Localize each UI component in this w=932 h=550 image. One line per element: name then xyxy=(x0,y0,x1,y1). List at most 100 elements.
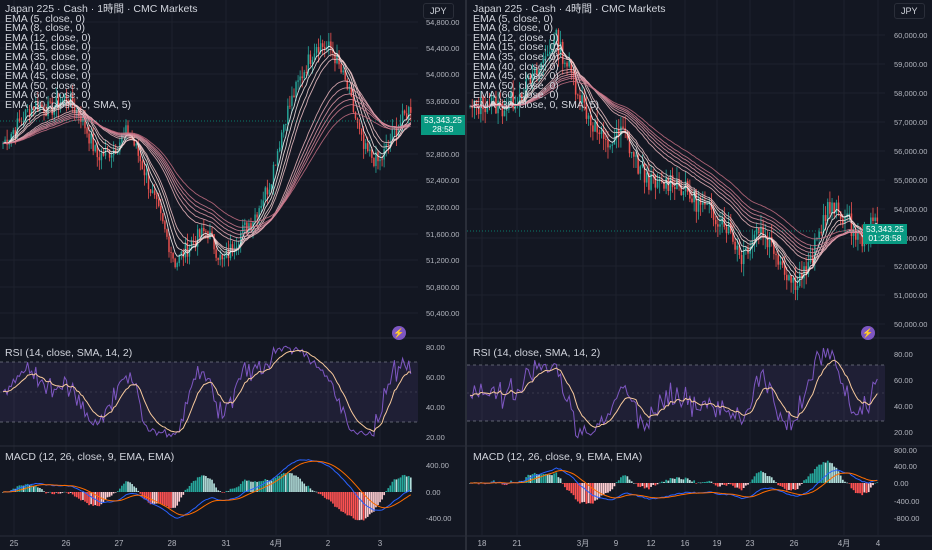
macd-histogram-bar xyxy=(215,487,217,492)
candle-body xyxy=(527,76,530,79)
chart-panel-1h[interactable]: 54,800.0054,400.0054,000.0053,600.0053,2… xyxy=(0,0,465,550)
macd-histogram-bar xyxy=(693,480,696,483)
candle-body xyxy=(704,202,706,205)
macd-histogram-bar xyxy=(162,492,164,505)
macd-histogram-bar xyxy=(178,492,181,502)
chart-panel-4h[interactable]: 60,000.00 59,000.00 58,000.00 57,000.00 56,0… xyxy=(467,0,932,550)
ema-legend-item[interactable]: EMA (15, close, 0) xyxy=(5,41,91,54)
macd-histogram-bar xyxy=(676,477,678,483)
candle-body xyxy=(598,132,601,135)
currency-selector[interactable]: JPY xyxy=(423,3,454,19)
ema-legend-item[interactable]: EMA (12, close, 0) xyxy=(5,31,91,44)
macd-histogram-bar xyxy=(149,492,152,505)
chart-canvas-4h[interactable]: 60,000.00 59,000.00 58,000.00 57,000.00 56,0… xyxy=(467,0,932,550)
macd-tick-label: 400.00 xyxy=(894,462,917,471)
macd-histogram-bar xyxy=(344,492,347,514)
ema-legend-item[interactable]: EMA (60, close, 0) xyxy=(473,89,559,102)
candle-body xyxy=(342,70,344,73)
ema-legend-item[interactable]: EMA (60, close, 0) xyxy=(5,89,91,102)
candle-body xyxy=(360,129,363,135)
ema-legend-item[interactable]: EMA (45, close, 0) xyxy=(5,70,91,83)
candle-body xyxy=(264,187,267,201)
ema-legend-item[interactable]: EMA (8, close, 0) xyxy=(5,22,85,35)
currency-selector[interactable]: JPY xyxy=(894,3,925,19)
macd-legend[interactable]: MACD (12, 26, close, 9, EMA, EMA) xyxy=(473,451,643,463)
ema-legend-item[interactable]: EMA (50, close, 0) xyxy=(5,79,91,92)
macd-histogram-bar xyxy=(287,472,289,492)
macd-histogram-bar xyxy=(826,460,829,483)
ema-legend-item[interactable]: EMA (35, close, 0) xyxy=(5,50,91,63)
candle-body xyxy=(755,228,758,235)
candle-body xyxy=(557,29,560,55)
time-tick-label: 26 xyxy=(62,539,71,548)
candle-body xyxy=(196,229,199,247)
rsi-tick-label: 20.00 xyxy=(426,433,445,442)
candle-body xyxy=(352,95,355,112)
rsi-legend[interactable]: RSI (14, close, SMA, 14, 2) xyxy=(473,347,601,359)
panel-divider[interactable] xyxy=(465,0,467,550)
macd-histogram-bar xyxy=(533,472,536,483)
macd-signal-line xyxy=(2,460,412,516)
candle-body xyxy=(686,181,689,192)
candle-body xyxy=(740,254,743,265)
chart-title: Japan 225 · Cash · 4時間 · CMC Markets xyxy=(473,3,666,15)
ema-legend-item[interactable]: EMA (40, close, 0) xyxy=(5,60,91,73)
macd-histogram-bar xyxy=(643,483,646,489)
ema-legend-item[interactable]: EMA (5, close, 0) xyxy=(5,12,85,25)
candle-body xyxy=(814,239,816,264)
ema-legend-item[interactable]: EMA (30, close, 0, SMA, 5) xyxy=(473,98,600,111)
candle-body xyxy=(854,229,857,240)
lightning-icon[interactable]: ⚡ xyxy=(861,326,875,340)
macd-histogram-bar xyxy=(704,481,706,483)
candle-body xyxy=(669,175,672,191)
macd-histogram-bar xyxy=(164,492,166,506)
macd-histogram-bar xyxy=(315,491,318,493)
ema-legend-item[interactable]: EMA (8, close, 0) xyxy=(473,22,553,35)
chart-canvas-1h[interactable]: 54,800.0054,400.0054,000.0053,600.0053,2… xyxy=(0,0,465,550)
macd-histogram-bar xyxy=(658,482,661,484)
candle-body xyxy=(178,255,180,264)
macd-histogram-bar xyxy=(816,466,818,483)
macd-histogram-bar xyxy=(301,481,304,492)
macd-histogram-bar xyxy=(803,480,805,483)
time-tick-label: 3月 xyxy=(577,539,589,548)
macd-histogram-bar xyxy=(198,476,201,492)
candle-body xyxy=(852,229,855,237)
macd-histogram-bar xyxy=(706,481,708,483)
macd-histogram-bar xyxy=(377,492,379,506)
macd-histogram-bar xyxy=(628,479,631,483)
macd-histogram-bar xyxy=(397,478,400,492)
macd-histogram-bar xyxy=(764,473,767,483)
rsi-legend[interactable]: RSI (14, close, SMA, 14, 2) xyxy=(5,347,133,359)
macd-histogram-bar xyxy=(742,483,745,488)
macd-histogram-bar xyxy=(327,492,330,500)
macd-histogram-bar xyxy=(71,492,74,495)
ema-legend-item[interactable]: EMA (5, close, 0) xyxy=(473,12,553,25)
candle-body xyxy=(521,94,523,101)
ema-legend-item[interactable]: EMA (12, close, 0) xyxy=(473,31,559,44)
candle-body xyxy=(719,224,721,227)
candle-body xyxy=(645,172,648,183)
candle-body xyxy=(205,231,207,232)
ema-legend-item[interactable]: EMA (15, close, 0) xyxy=(473,41,559,54)
ema-legend-item[interactable]: EMA (45, close, 0) xyxy=(473,70,559,83)
macd-histogram-bar xyxy=(585,483,588,504)
candle-body xyxy=(732,232,734,242)
ema-legend-item[interactable]: EMA (30, close, 0, SMA, 5) xyxy=(5,98,132,111)
rsi-tick-label: 60.00 xyxy=(894,376,913,385)
macd-histogram-bar xyxy=(695,483,698,484)
candle-body xyxy=(624,128,626,133)
macd-legend[interactable]: MACD (12, 26, close, 9, EMA, EMA) xyxy=(5,451,175,463)
candle-body xyxy=(490,97,493,107)
lightning-icon[interactable]: ⚡ xyxy=(392,326,406,340)
macd-histogram-bar xyxy=(231,488,234,492)
macd-histogram-bar xyxy=(227,491,230,492)
ema-legend-item[interactable]: EMA (35, close, 0) xyxy=(473,50,559,63)
ema-legend-item[interactable]: EMA (50, close, 0) xyxy=(473,79,559,92)
macd-histogram-bar xyxy=(620,477,622,483)
macd-histogram-bar xyxy=(779,483,782,487)
ema-legend-item[interactable]: EMA (40, close, 0) xyxy=(473,60,559,73)
macd-histogram-bar xyxy=(133,486,135,492)
candle-body xyxy=(147,172,150,190)
ema-line xyxy=(2,99,411,232)
